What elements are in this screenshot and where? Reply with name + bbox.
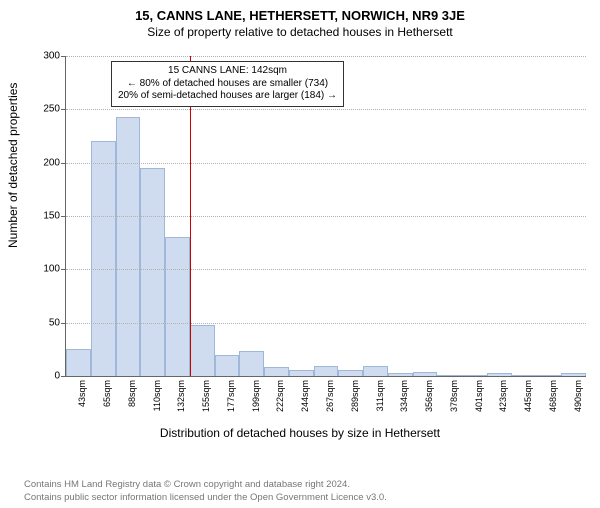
plot-area: 15 CANNS LANE: 142sqm ← 80% of detached … bbox=[65, 56, 586, 377]
x-tick-label: 132sqm bbox=[176, 380, 186, 412]
histogram-bar bbox=[66, 349, 91, 376]
x-tick-label: 43sqm bbox=[77, 380, 87, 407]
x-tick-label: 222sqm bbox=[275, 380, 285, 412]
y-tick-label: 0 bbox=[54, 371, 60, 382]
grid-line bbox=[66, 323, 586, 324]
x-tick-label: 289sqm bbox=[350, 380, 360, 412]
footer-line2: Contains public sector information licen… bbox=[24, 492, 387, 504]
chart-title-sub: Size of property relative to detached ho… bbox=[0, 25, 600, 39]
grid-line bbox=[66, 56, 586, 57]
histogram-bar bbox=[91, 141, 116, 376]
y-tick-mark bbox=[61, 56, 66, 57]
grid-line bbox=[66, 216, 586, 217]
x-tick-label: 65sqm bbox=[102, 380, 112, 407]
histogram-bar bbox=[314, 366, 339, 376]
x-tick-label: 401sqm bbox=[474, 380, 484, 412]
x-tick-label: 334sqm bbox=[399, 380, 409, 412]
x-tick-label: 199sqm bbox=[251, 380, 261, 412]
x-tick-label: 155sqm bbox=[201, 380, 211, 412]
x-tick-label: 110sqm bbox=[152, 380, 162, 411]
x-axis-label: Distribution of detached houses by size … bbox=[0, 426, 600, 440]
y-tick-label: 150 bbox=[43, 211, 60, 222]
grid-line bbox=[66, 109, 586, 110]
y-tick-mark bbox=[61, 323, 66, 324]
y-tick-label: 50 bbox=[49, 317, 60, 328]
grid-line bbox=[66, 163, 586, 164]
x-tick-label: 356sqm bbox=[424, 380, 434, 412]
x-tick-label: 88sqm bbox=[127, 380, 137, 407]
histogram-bar bbox=[190, 325, 215, 376]
y-tick-mark bbox=[61, 163, 66, 164]
footer-attribution: Contains HM Land Registry data © Crown c… bbox=[24, 479, 387, 504]
histogram-bar bbox=[116, 117, 141, 376]
y-tick-mark bbox=[61, 216, 66, 217]
x-tick-label: 490sqm bbox=[573, 380, 583, 412]
x-tick-label: 177sqm bbox=[226, 380, 236, 412]
y-tick-label: 250 bbox=[43, 104, 60, 115]
histogram-bar bbox=[363, 366, 388, 376]
footer-line1: Contains HM Land Registry data © Crown c… bbox=[24, 479, 387, 491]
x-tick-label: 468sqm bbox=[548, 380, 558, 412]
y-tick-label: 200 bbox=[43, 157, 60, 168]
chart-container: Number of detached properties 15 CANNS L… bbox=[0, 48, 600, 448]
x-tick-label: 267sqm bbox=[325, 380, 335, 412]
annotation-box: 15 CANNS LANE: 142sqm ← 80% of detached … bbox=[111, 61, 344, 107]
x-tick-label: 244sqm bbox=[300, 380, 310, 412]
x-ticks-group: 43sqm 65sqm 88sqm 110sqm 132sqm 155sqm 177sqm 1… bbox=[65, 376, 585, 426]
annotation-line3: 20% of semi-detached houses are larger (… bbox=[118, 90, 337, 103]
y-tick-label: 100 bbox=[43, 264, 60, 275]
y-tick-mark bbox=[61, 269, 66, 270]
histogram-bar bbox=[239, 351, 264, 376]
grid-line bbox=[66, 269, 586, 270]
histogram-bar bbox=[140, 168, 165, 376]
histogram-bar bbox=[264, 367, 289, 376]
x-tick-label: 423sqm bbox=[498, 380, 508, 412]
x-tick-label: 445sqm bbox=[523, 380, 533, 412]
y-tick-label: 300 bbox=[43, 51, 60, 62]
x-tick-label: 311sqm bbox=[375, 380, 385, 411]
histogram-bar bbox=[215, 355, 240, 376]
chart-title-main: 15, CANNS LANE, HETHERSETT, NORWICH, NR9… bbox=[0, 8, 600, 23]
y-tick-mark bbox=[61, 109, 66, 110]
histogram-bar bbox=[165, 237, 190, 376]
annotation-line1: 15 CANNS LANE: 142sqm bbox=[118, 65, 337, 78]
annotation-line2: ← 80% of detached houses are smaller (73… bbox=[118, 78, 337, 91]
y-axis-label: Number of detached properties bbox=[6, 83, 20, 248]
x-tick-label: 378sqm bbox=[449, 380, 459, 412]
